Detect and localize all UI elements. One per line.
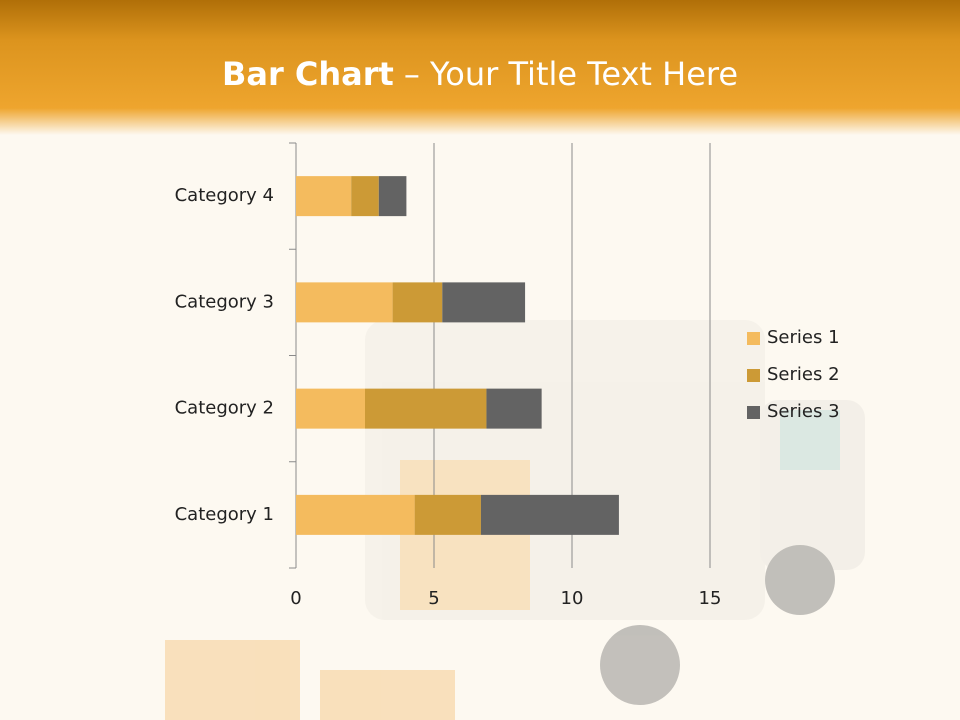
- legend-label: Series 1: [767, 327, 840, 348]
- truck-illustration: [165, 320, 865, 720]
- bar-segment: [378, 176, 407, 217]
- y-tick-label: Category 2: [175, 398, 274, 419]
- y-tick-label: Category 4: [175, 185, 274, 206]
- y-tick-label: Category 1: [175, 504, 274, 525]
- bar-segment: [296, 388, 365, 429]
- bar-segment: [442, 282, 526, 323]
- legend-swatch: [747, 369, 760, 382]
- legend-swatch: [747, 406, 760, 419]
- x-tick-label: 10: [561, 588, 584, 609]
- legend-label: Series 2: [767, 364, 840, 385]
- x-tick-label: 0: [290, 588, 301, 609]
- x-tick-label: 15: [699, 588, 722, 609]
- bar-segment: [351, 176, 379, 217]
- title-bold: Bar Chart: [222, 55, 394, 93]
- title-rest: – Your Title Text Here: [404, 55, 738, 93]
- bar-segment: [480, 494, 619, 535]
- bar-segment: [486, 388, 542, 429]
- slide-title: Bar Chart – Your Title Text Here: [222, 55, 738, 93]
- bar-segment: [296, 494, 415, 535]
- bar-segment: [392, 282, 443, 323]
- x-tick-label: 5: [428, 588, 439, 609]
- legend-swatch: [747, 332, 760, 345]
- bar-segment: [365, 388, 487, 429]
- bar-segment: [296, 282, 393, 323]
- bar-segment: [296, 176, 352, 217]
- header-band: [0, 0, 960, 135]
- legend-label: Series 3: [767, 401, 840, 422]
- y-tick-label: Category 3: [175, 291, 274, 312]
- bar-segment: [414, 494, 481, 535]
